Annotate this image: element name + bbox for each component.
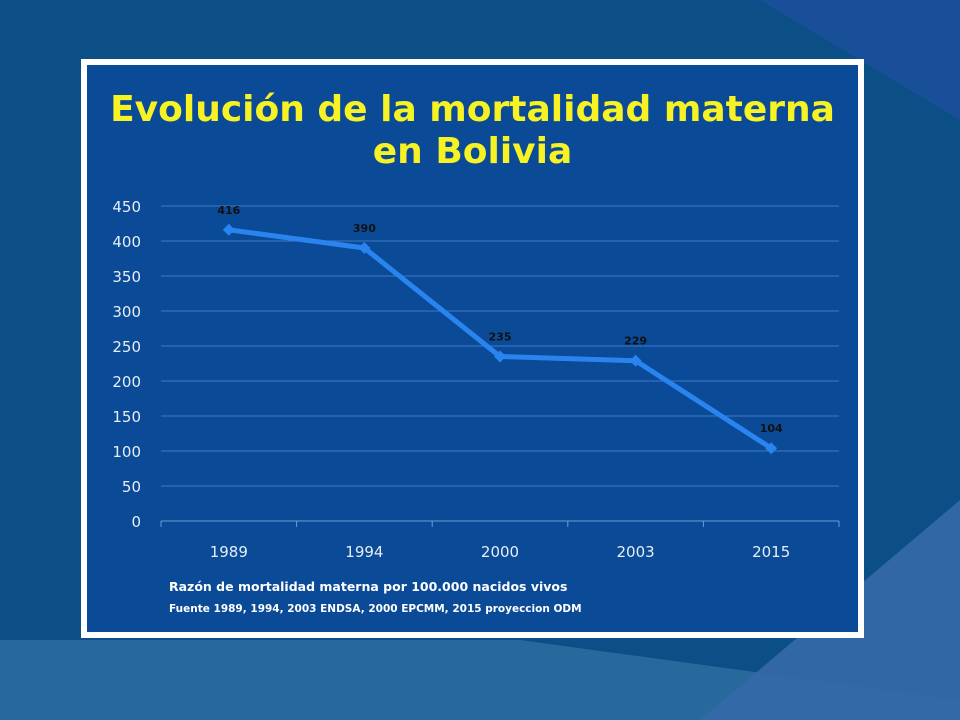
y-tick-label-300: 300 (112, 303, 141, 321)
x-tick-label-2015: 2015 (752, 543, 790, 561)
chart-panel: 0 50 100 150 200 250 300 350 400 450 1989 1994 2000 2… (87, 65, 858, 632)
data-point-2015 (765, 442, 778, 455)
data-label-1994: 390 (353, 222, 376, 235)
bottom-light-band (0, 640, 960, 720)
chart-source-note: Fuente 1989, 1994, 2003 ENDSA, 2000 EPCM… (169, 603, 582, 615)
chart-frame: 0 50 100 150 200 250 300 350 400 450 1989 1994 2000 2… (81, 59, 864, 638)
y-tick-label-250: 250 (112, 338, 141, 356)
x-tick-label-1989: 1989 (210, 543, 248, 561)
data-point-2000 (494, 350, 506, 363)
chart-unit-note: Razón de mortalidad materna por 100.000 … (169, 579, 568, 594)
y-tick-label-400: 400 (112, 233, 141, 251)
data-label-1989: 416 (217, 204, 240, 217)
data-label-2003: 229 (624, 335, 647, 348)
y-tick-label-100: 100 (112, 443, 141, 461)
y-tick-label-200: 200 (112, 373, 141, 391)
y-tick-label-150: 150 (112, 408, 141, 426)
data-point-1994 (358, 242, 371, 254)
data-point-1989 (222, 223, 235, 236)
y-tick-label-0: 0 (131, 513, 141, 531)
y-tick-label-450: 450 (112, 198, 141, 216)
data-label-2000: 235 (489, 331, 512, 344)
data-label-2015: 104 (760, 422, 783, 435)
chart-svg: 0 50 100 150 200 250 300 350 400 450 1989 1994 2000 2… (112, 198, 840, 561)
x-tick-label-1994: 1994 (345, 543, 383, 561)
x-tick-label-2000: 2000 (481, 543, 519, 561)
y-tick-label-350: 350 (112, 268, 141, 286)
data-point-2003 (629, 354, 642, 367)
y-tick-label-50: 50 (122, 478, 141, 496)
x-tick-label-2003: 2003 (617, 543, 655, 561)
chart-title: Evolución de la mortalidad materna en Bo… (110, 89, 835, 172)
